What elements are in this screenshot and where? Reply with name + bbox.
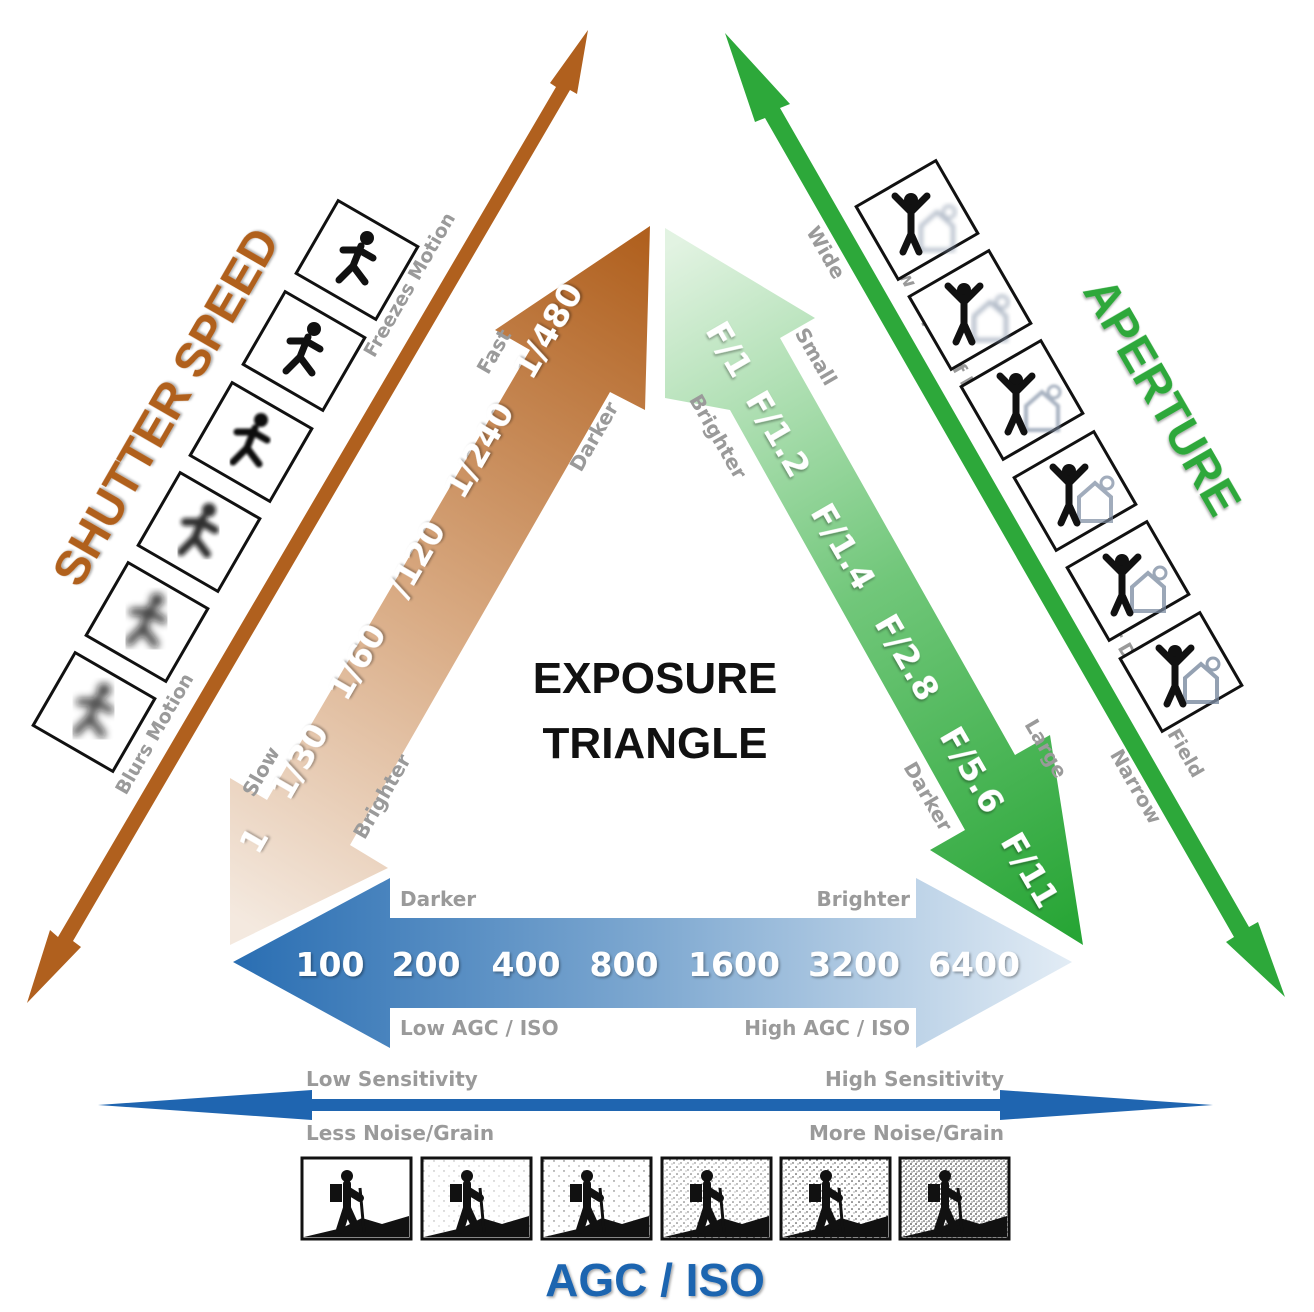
hiker-icon (902, 1170, 1007, 1237)
shutter-panel-3 (136, 470, 262, 594)
house-icon (1130, 565, 1168, 613)
house-icon (972, 294, 1010, 342)
waving-person-icon (1155, 644, 1195, 708)
running-figure-icon (125, 593, 167, 648)
aperture-panel-6 (1118, 610, 1244, 734)
shutter-inner-arrow (230, 226, 650, 945)
iso-panel-6 (898, 1156, 1011, 1241)
iso-panel-4 (660, 1156, 773, 1241)
iso-high-agc-label: High AGC / ISO (744, 1016, 910, 1040)
hiker-icon (664, 1170, 769, 1237)
iso-title: AGC / ISO (545, 1254, 765, 1306)
shutter-panel-2 (84, 560, 210, 684)
hiker-icon (544, 1170, 649, 1237)
iso-value-200: 200 (392, 945, 461, 984)
iso-outer-arrow (98, 1090, 1213, 1120)
iso-low-sensitivity-label: Low Sensitivity (306, 1067, 478, 1091)
iso-brighter-label: Brighter (816, 887, 910, 911)
iso-panel-1 (300, 1156, 413, 1241)
house-icon (1077, 475, 1115, 523)
iso-value-800: 800 (590, 945, 659, 984)
iso-value-100: 100 (296, 945, 365, 984)
aperture-panel-5 (1065, 519, 1191, 643)
aperture-panel-4 (1012, 429, 1138, 553)
house-icon (919, 204, 957, 252)
iso-value-3200: 3200 (808, 945, 900, 984)
aperture-inner-arrow (665, 228, 1083, 945)
iso-panel-5 (779, 1156, 892, 1241)
iso-darker-label: Darker (400, 887, 476, 911)
waving-person-icon (1049, 463, 1089, 527)
aperture-panel-3 (959, 338, 1085, 462)
running-figure-icon (177, 503, 219, 558)
shutter-panel-1 (31, 650, 157, 774)
running-figure-icon (72, 683, 114, 738)
center-title-line2: TRIANGLE (543, 719, 768, 768)
aperture-panel-1 (854, 158, 980, 282)
aperture-outer-arrow (725, 33, 1285, 997)
hiker-icon (304, 1170, 409, 1237)
hiker-icon (783, 1170, 888, 1237)
shutter-outer-arrow (27, 30, 588, 1003)
iso-high-sensitivity-label: High Sensitivity (825, 1067, 1004, 1091)
house-icon (1024, 384, 1062, 432)
aperture-panel-2 (907, 248, 1033, 372)
shutter-panel-4 (188, 380, 314, 504)
running-figure-icon (229, 413, 271, 468)
iso-value-400: 400 (492, 945, 561, 984)
iso-less-noise-label: Less Noise/Grain (306, 1121, 494, 1145)
iso-panel-3 (540, 1156, 653, 1241)
house-icon (1183, 656, 1221, 704)
running-figure-icon (335, 231, 377, 286)
iso-value-1600: 1600 (688, 945, 780, 984)
center-title-line1: EXPOSURE (533, 654, 778, 703)
waving-person-icon (891, 192, 931, 256)
running-figure-icon (282, 322, 324, 377)
iso-value-6400: 6400 (928, 945, 1020, 984)
iso-inner-arrow (233, 878, 1072, 1048)
shutter-panel-5 (241, 289, 367, 413)
waving-person-icon (944, 282, 984, 346)
waving-person-icon (1102, 553, 1142, 617)
iso-low-agc-label: Low AGC / ISO (400, 1016, 559, 1040)
iso-more-noise-label: More Noise/Grain (809, 1121, 1004, 1145)
hiker-icon (424, 1170, 529, 1237)
shutter-panel-6 (294, 198, 420, 322)
waving-person-icon (996, 372, 1036, 436)
iso-panel-2 (420, 1156, 533, 1241)
